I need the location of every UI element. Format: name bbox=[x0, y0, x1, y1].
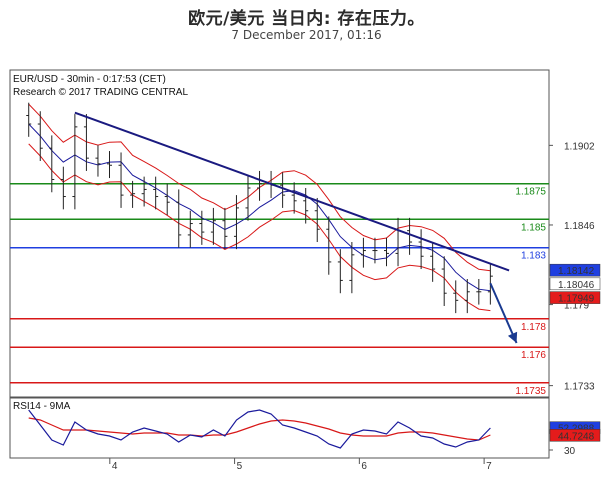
symbol-label: EUR/USD - 30min - 0:17:53 (CET) bbox=[13, 74, 166, 85]
rsi-tag-box-1 bbox=[549, 429, 601, 442]
rsi-ma-line bbox=[28, 417, 491, 441]
x-tick-label-3: 7 bbox=[486, 461, 492, 472]
price-tag-box-0 bbox=[549, 263, 601, 277]
price-tag-box-2 bbox=[549, 291, 601, 304]
chart-header: 欧元/美元 当日内: 存在压力。 7 December 2017, 01:16 bbox=[0, 0, 613, 56]
trendline bbox=[74, 111, 510, 272]
forecast-arrow-shaft bbox=[489, 282, 518, 344]
price-tick-label-3: 1.1733 bbox=[564, 382, 595, 393]
price-tag-label-0: 1.18142 bbox=[558, 266, 595, 277]
level-label-4: 1.176 bbox=[521, 350, 546, 361]
rsi-tag-label-1: 44.7248 bbox=[558, 431, 595, 442]
rsi-line bbox=[28, 409, 491, 449]
price-tag-label-1: 1.18046 bbox=[558, 280, 595, 291]
price-panel-frame bbox=[9, 69, 550, 398]
level-label-1: 1.185 bbox=[521, 222, 546, 233]
chart-subtitle: 7 December 2017, 01:16 bbox=[231, 28, 382, 42]
level-label-5: 1.1735 bbox=[515, 386, 546, 397]
x-tick-label-2: 6 bbox=[361, 461, 367, 472]
rsi-label: RSI14 - 9MA bbox=[13, 401, 71, 412]
price-tag-box-1 bbox=[549, 277, 601, 291]
level-label-0: 1.1875 bbox=[515, 187, 546, 198]
lower-band bbox=[28, 143, 491, 312]
x-tick-label-1: 5 bbox=[237, 461, 243, 472]
level-label-3: 1.178 bbox=[521, 322, 546, 333]
chart-title: 欧元/美元 当日内: 存在压力。 bbox=[188, 9, 425, 29]
rsi-tick-label: 30 bbox=[564, 446, 576, 457]
forecast-arrow-head bbox=[507, 331, 518, 343]
rsi-panel-frame bbox=[9, 397, 550, 459]
price-tag-label-2: 1.17949 bbox=[558, 294, 595, 305]
price-tick-label-2: 1.179 bbox=[564, 301, 589, 312]
price-tick-label-1: 1.1846 bbox=[564, 221, 595, 232]
moving-average-line bbox=[28, 123, 491, 292]
price-tick-label-0: 1.1902 bbox=[564, 141, 595, 152]
research-label: Research © 2017 TRADING CENTRAL bbox=[13, 87, 188, 98]
x-tick-label-0: 4 bbox=[112, 461, 118, 472]
level-label-2: 1.183 bbox=[521, 251, 546, 262]
